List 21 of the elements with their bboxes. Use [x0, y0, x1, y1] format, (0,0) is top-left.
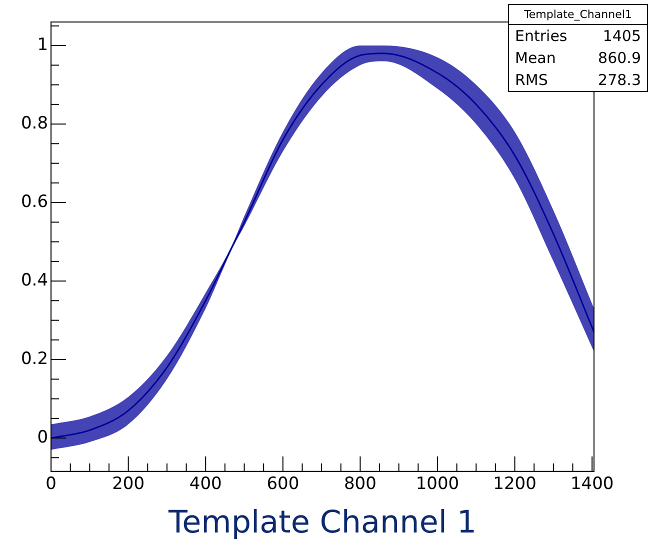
- x-axis-title: Template Channel 1: [167, 504, 477, 540]
- text: 860.9: [598, 49, 641, 67]
- annotation: Mean: [515, 49, 556, 67]
- y-tick-label: 0.2: [20, 348, 48, 369]
- y-tick-label: 1: [37, 34, 48, 55]
- text: 278.3: [598, 71, 641, 89]
- text: 1405: [602, 27, 641, 45]
- y-tick-label: 0.4: [20, 270, 48, 290]
- x-tick-label: 800: [344, 474, 376, 494]
- x-tick-label: 600: [266, 474, 300, 494]
- annotation: Entries: [515, 27, 568, 45]
- x-tick-label: 400: [189, 474, 222, 494]
- annotation: RMS: [515, 71, 548, 89]
- y-tick-label: 0.8: [20, 113, 48, 134]
- x-tick-label: 200: [112, 474, 145, 494]
- text: Template_Channel1: [509, 5, 647, 25]
- x-tick-label: 1400: [570, 474, 614, 494]
- x-tick-label: 1000: [416, 474, 460, 494]
- y-tick-label: 0.6: [20, 192, 48, 212]
- y-tick-label: 0: [37, 427, 48, 448]
- x-tick-label: 1200: [493, 474, 536, 494]
